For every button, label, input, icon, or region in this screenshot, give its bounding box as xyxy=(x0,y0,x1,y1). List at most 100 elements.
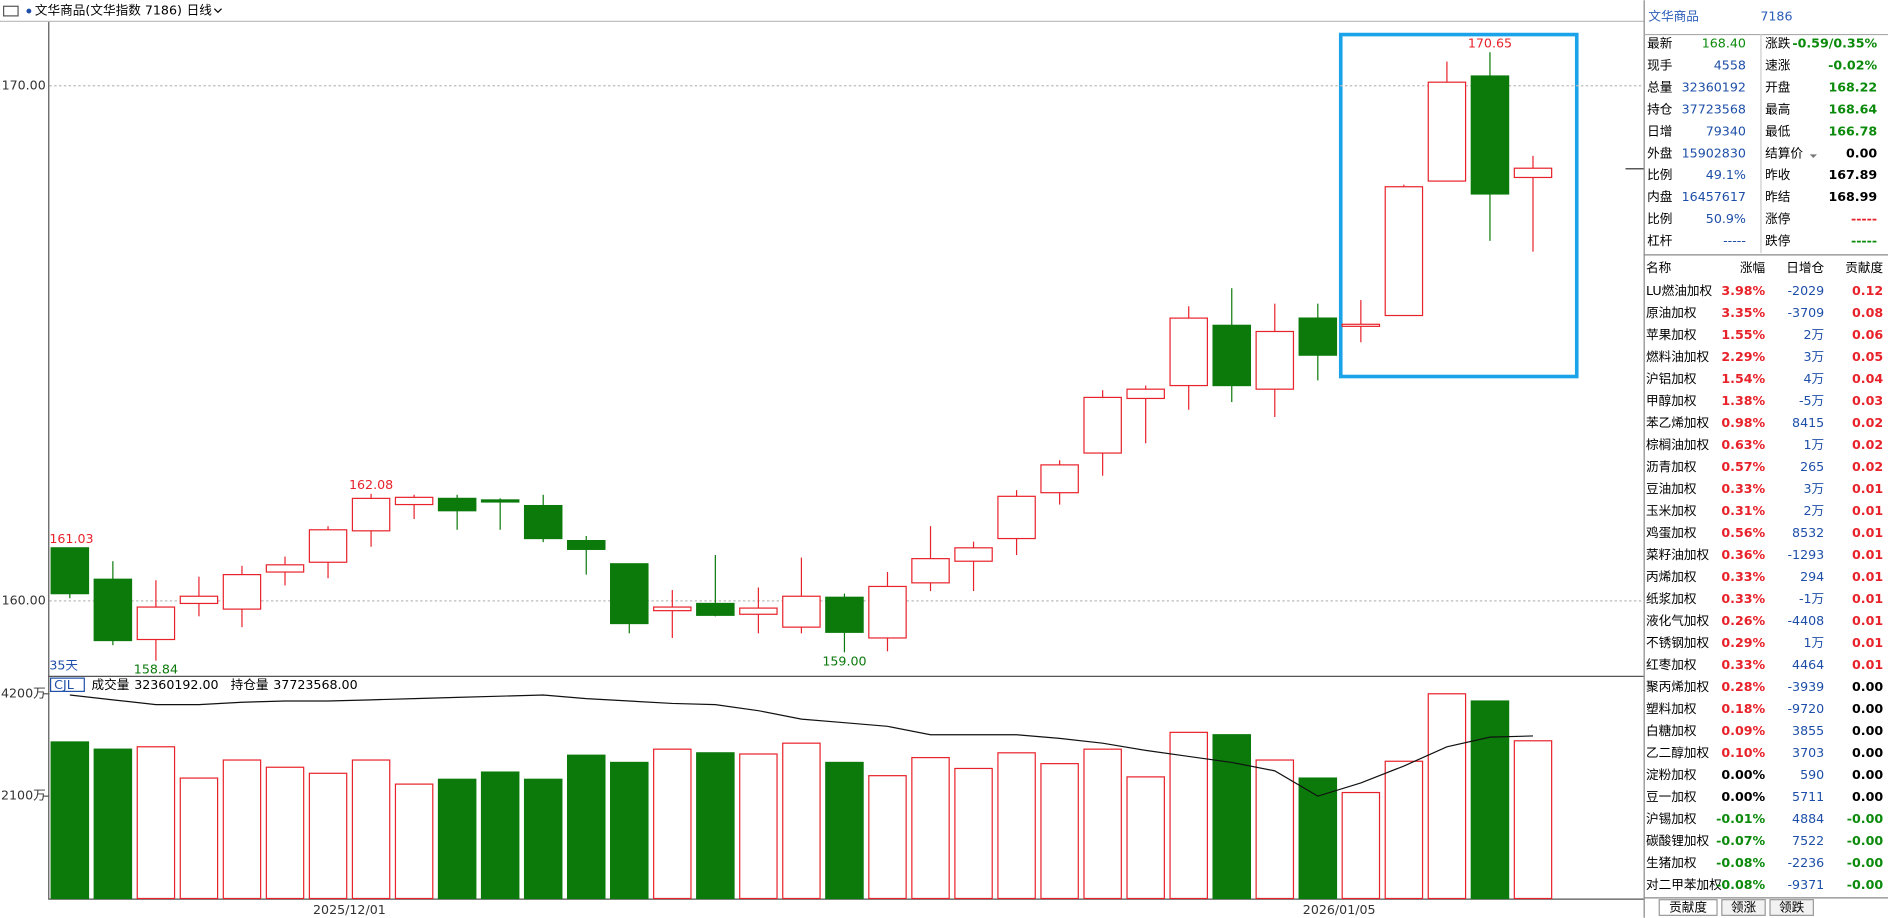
table-name[interactable]: 玉米加权 xyxy=(1646,503,1697,518)
volume-bar xyxy=(1255,759,1295,900)
table-name[interactable]: 豆一加权 xyxy=(1646,789,1697,804)
days-label: 35天 xyxy=(49,658,78,673)
quote-label: 昨收 xyxy=(1765,167,1791,182)
tab[interactable] xyxy=(1658,899,1718,916)
table-name[interactable]: 不锈钢加权 xyxy=(1646,635,1709,650)
table-name[interactable]: 碳酸锂加权 xyxy=(1646,833,1709,848)
table-cell: 0.01 xyxy=(1852,503,1883,518)
table-cell: 3703 xyxy=(1792,745,1824,760)
table-cell: -1293 xyxy=(1787,547,1824,562)
table-name[interactable]: 沥青加权 xyxy=(1646,459,1697,474)
table-name[interactable]: 塑料加权 xyxy=(1646,701,1697,716)
tab[interactable] xyxy=(1721,899,1766,916)
table-cell: -2236 xyxy=(1787,855,1824,870)
panel-code: 7186 xyxy=(1760,9,1792,24)
table-name[interactable]: 对二甲苯加权 xyxy=(1646,877,1722,892)
tab-label[interactable]: 领跌 xyxy=(1779,900,1805,915)
price-annotation: 159.00 xyxy=(822,654,866,669)
y-tick-label: 160.00 xyxy=(2,592,46,607)
volume-bar xyxy=(222,759,262,900)
table-cell: 1万 xyxy=(1804,635,1825,650)
candle-body xyxy=(308,529,348,563)
candle-body xyxy=(1040,464,1079,494)
candle-body xyxy=(523,504,563,540)
table-name[interactable]: 丙烯加权 xyxy=(1646,569,1697,584)
instrument-title[interactable]: 文华商品(文华指数 7186) xyxy=(35,3,182,18)
table-name[interactable]: 甲醇加权 xyxy=(1646,393,1697,408)
table-name[interactable]: 沪锡加权 xyxy=(1646,811,1697,826)
quote-label: 杠杆 xyxy=(1647,233,1673,248)
indicator-selector[interactable] xyxy=(49,677,85,692)
table-cell: 0.03 xyxy=(1852,393,1883,408)
candle-body xyxy=(351,497,391,532)
tab-label[interactable]: 领涨 xyxy=(1731,900,1757,915)
candle-body xyxy=(1427,81,1467,182)
volume-bar xyxy=(480,771,520,900)
table-cell: 0.00 xyxy=(1852,789,1883,804)
settle-dropdown[interactable] xyxy=(1809,154,1817,158)
table-name[interactable]: 生猪加权 xyxy=(1646,855,1697,870)
candle-body xyxy=(1212,324,1252,387)
table-name[interactable]: 聚丙烯加权 xyxy=(1646,679,1709,694)
table-cell: 0.02 xyxy=(1852,437,1883,452)
table-cell: 4884 xyxy=(1792,811,1824,826)
y-tick-label: 4200万 xyxy=(1,685,46,700)
volume-bar xyxy=(1384,760,1424,900)
quote-label: 最低 xyxy=(1765,123,1791,138)
toolbar-icon[interactable] xyxy=(3,5,19,17)
table-name[interactable]: 菜籽油加权 xyxy=(1646,547,1709,562)
table-cell: 0.01 xyxy=(1852,547,1883,562)
quote-value: ----- xyxy=(1723,233,1746,248)
table-cell: -0.00 xyxy=(1847,833,1884,848)
candle-body xyxy=(653,606,692,612)
table-cell: -0.00 xyxy=(1847,855,1884,870)
volume-bar xyxy=(1212,734,1252,900)
table-name[interactable]: 原油加权 xyxy=(1646,305,1697,320)
table-cell: 0.56% xyxy=(1721,525,1765,540)
table-name[interactable]: 淀粉加权 xyxy=(1646,767,1697,782)
table-cell: -0.00 xyxy=(1847,811,1884,826)
volume-bar xyxy=(782,742,821,900)
volume-bar xyxy=(868,775,907,900)
table-name[interactable]: 液化气加权 xyxy=(1646,613,1709,628)
table-name[interactable]: 棕榈油加权 xyxy=(1646,437,1709,452)
period-selector[interactable]: 日线 xyxy=(187,3,213,18)
table-cell: 5711 xyxy=(1792,789,1824,804)
table-name[interactable]: 豆油加权 xyxy=(1646,481,1697,496)
volume-bar xyxy=(1341,791,1381,900)
table-header: 贡献度 xyxy=(1845,260,1883,275)
period-chevron[interactable] xyxy=(213,8,222,14)
table-name[interactable]: 红枣加权 xyxy=(1646,657,1697,672)
volume-bar xyxy=(610,761,649,900)
quote-label: 昨结 xyxy=(1765,189,1790,204)
quote-label: 结算价 xyxy=(1765,145,1803,160)
table-name[interactable]: LU燃油加权 xyxy=(1646,283,1713,298)
table-cell: 2万 xyxy=(1804,327,1825,342)
table-name[interactable]: 纸浆加权 xyxy=(1646,591,1697,606)
y-tick-label: 2100万 xyxy=(1,788,46,803)
volume-bar xyxy=(825,761,864,900)
table-name[interactable]: 白糖加权 xyxy=(1646,723,1697,738)
table-name[interactable]: 苯乙烯加权 xyxy=(1646,415,1709,430)
tab-label[interactable]: 贡献度 xyxy=(1669,900,1707,915)
table-name[interactable]: 沪铝加权 xyxy=(1646,371,1697,386)
quote-value: 166.78 xyxy=(1828,123,1877,138)
candle-body xyxy=(997,495,1036,540)
candle-body xyxy=(954,547,993,562)
candle-body xyxy=(1083,396,1122,454)
table-name[interactable]: 燃料油加权 xyxy=(1646,349,1709,364)
candle-body xyxy=(610,563,649,625)
tab[interactable] xyxy=(1769,899,1814,916)
quote-value: 16457617 xyxy=(1682,189,1746,204)
table-name[interactable]: 苹果加权 xyxy=(1646,327,1697,342)
table-name[interactable]: 乙二醇加权 xyxy=(1646,745,1709,760)
table-cell: 0.33% xyxy=(1721,569,1765,584)
line-series xyxy=(69,694,1534,797)
quote-value: ----- xyxy=(1851,211,1877,226)
table-name[interactable]: 鸡蛋加权 xyxy=(1646,525,1697,540)
legend-value: 37723568.00 xyxy=(273,677,357,692)
status-dot xyxy=(26,8,32,14)
quote-label: 比例 xyxy=(1647,167,1672,182)
indicator-name[interactable]: CJL xyxy=(54,677,74,692)
table-cell: -3709 xyxy=(1787,305,1824,320)
